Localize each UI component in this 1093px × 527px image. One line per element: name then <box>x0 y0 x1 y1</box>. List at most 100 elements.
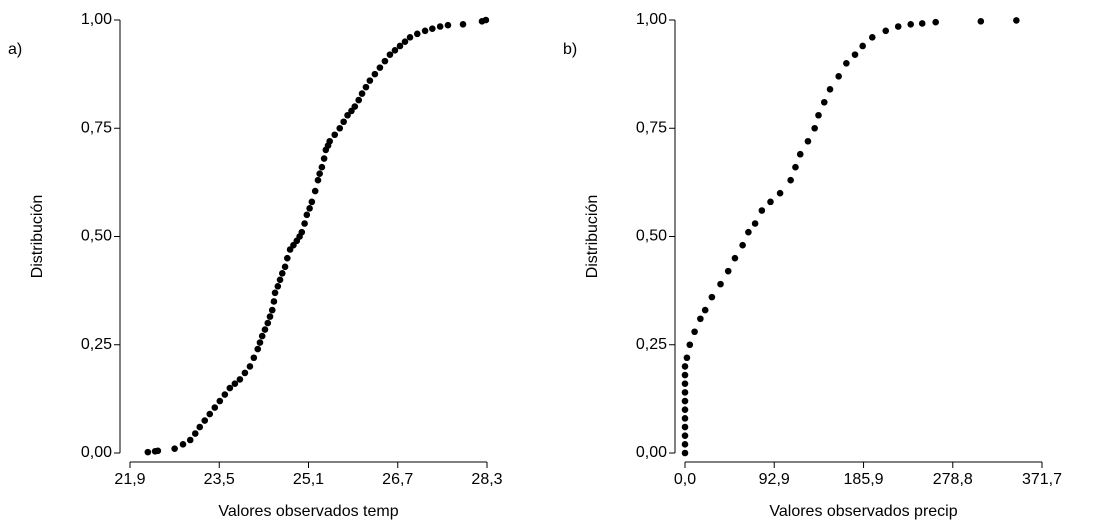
point <box>882 27 890 35</box>
y-tick-label: 1,00 <box>81 11 112 28</box>
point <box>281 263 289 271</box>
point <box>256 339 264 346</box>
point <box>444 21 452 29</box>
point <box>459 21 467 28</box>
point <box>261 326 269 333</box>
y-axis-label: Distribución <box>29 195 46 279</box>
point <box>386 51 394 58</box>
y-tick-label: 1,00 <box>636 11 667 28</box>
point <box>691 328 698 336</box>
y-axis-label: Distribución <box>584 195 601 279</box>
panel-label: a) <box>8 41 22 58</box>
point <box>681 432 689 439</box>
point <box>236 376 244 383</box>
panel-label: b) <box>563 41 577 58</box>
point <box>811 124 818 132</box>
x-tick-label: 278,8 <box>933 471 973 488</box>
point <box>241 369 249 377</box>
point <box>820 98 828 106</box>
point <box>851 51 859 58</box>
point <box>311 187 319 195</box>
point <box>739 241 746 249</box>
point <box>391 47 399 54</box>
y-tick-label: 0,50 <box>81 228 112 245</box>
point <box>826 85 834 93</box>
point <box>681 380 689 388</box>
point <box>701 306 709 314</box>
point <box>278 270 286 277</box>
point <box>318 163 326 171</box>
point <box>977 17 985 25</box>
x-tick-label: 23,5 <box>204 471 235 488</box>
point <box>258 332 266 340</box>
point <box>351 103 359 110</box>
point <box>358 90 366 97</box>
x-tick-label: 371,7 <box>1022 471 1062 488</box>
point <box>681 415 689 422</box>
y-tick-label: 0,25 <box>81 336 112 353</box>
point <box>436 23 444 30</box>
point <box>264 319 272 327</box>
point <box>815 111 822 119</box>
point <box>306 205 313 212</box>
point <box>859 42 866 50</box>
point <box>276 276 284 284</box>
y-tick-label: 0,75 <box>636 119 667 136</box>
point <box>708 293 716 301</box>
point <box>697 315 704 323</box>
point <box>894 23 902 30</box>
y-tick-label: 0,75 <box>81 119 112 136</box>
point <box>284 254 291 262</box>
point <box>336 124 344 132</box>
x-tick-label: 21,9 <box>114 471 145 488</box>
point <box>681 397 689 405</box>
point <box>401 38 409 45</box>
point <box>331 131 339 139</box>
point <box>366 77 374 84</box>
point <box>843 60 850 67</box>
point <box>683 354 691 362</box>
point <box>196 423 204 431</box>
point <box>681 423 689 431</box>
point <box>1013 17 1020 24</box>
point <box>355 96 363 104</box>
point <box>681 406 689 414</box>
y-tick-label: 0,00 <box>636 444 667 461</box>
point <box>758 207 766 214</box>
y-tick-label: 0,00 <box>81 444 112 461</box>
point <box>266 313 274 320</box>
point <box>211 404 219 411</box>
point <box>681 449 689 457</box>
point <box>429 25 436 32</box>
point <box>371 70 379 78</box>
point <box>226 384 234 392</box>
x-tick-label: 0,0 <box>674 471 696 488</box>
point <box>686 341 694 349</box>
point <box>796 150 804 158</box>
point <box>191 430 199 437</box>
point <box>381 57 389 65</box>
point <box>731 254 739 262</box>
point <box>907 21 915 28</box>
point <box>835 72 842 80</box>
point <box>787 176 794 184</box>
point <box>792 163 799 171</box>
point <box>421 27 429 35</box>
point <box>144 448 152 456</box>
point <box>681 371 689 379</box>
point <box>206 410 214 418</box>
point <box>271 289 279 297</box>
point <box>745 228 752 236</box>
point <box>681 363 689 370</box>
point <box>868 34 876 41</box>
point <box>314 176 322 184</box>
y-tick-label: 0,50 <box>636 228 667 245</box>
point <box>320 155 328 162</box>
point <box>376 64 384 71</box>
point <box>250 354 258 362</box>
point <box>246 363 254 370</box>
point <box>221 391 229 398</box>
x-tick-label: 185,9 <box>844 471 884 488</box>
point <box>179 441 187 448</box>
